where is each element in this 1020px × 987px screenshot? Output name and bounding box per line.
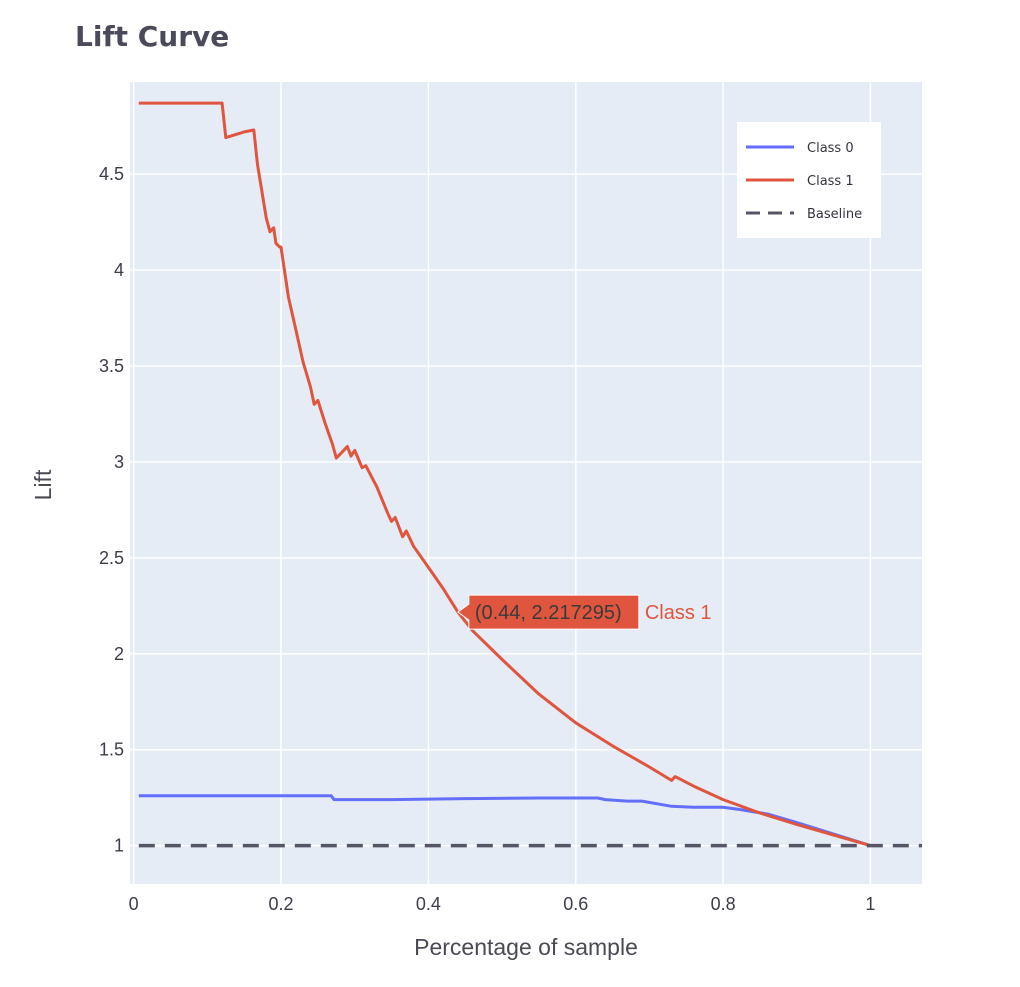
hover-box bbox=[457, 594, 640, 630]
series-layer bbox=[138, 101, 922, 848]
y-tick-label-5: 3.5 bbox=[99, 356, 124, 376]
hover-tooltip: (0.44, 2.217295) Class 1 bbox=[457, 594, 712, 630]
x-tick-label-3: 0.6 bbox=[563, 894, 588, 914]
y-tick-label-7: 4.5 bbox=[99, 164, 124, 184]
x-tick-label-1: 0.2 bbox=[269, 894, 294, 914]
y-tick-label-1: 1.5 bbox=[99, 740, 124, 760]
legend-item-baseline[interactable]: Baseline bbox=[746, 207, 862, 222]
x-axis-ticks: 0 0.2 0.4 0.6 0.8 1 bbox=[129, 894, 876, 914]
series-line-class-1 bbox=[138, 101, 871, 848]
x-tick-label-4: 0.8 bbox=[711, 894, 736, 914]
x-tick-label-0: 0 bbox=[129, 894, 139, 914]
y-axis-title: Lift bbox=[30, 469, 56, 500]
y-tick-label-4: 3 bbox=[114, 452, 124, 472]
legend[interactable]: Class 0 Class 1 Baseline bbox=[737, 122, 881, 238]
legend-label-class-0: Class 0 bbox=[807, 141, 854, 156]
y-tick-label-2: 2 bbox=[114, 644, 124, 664]
legend-item-class-1[interactable]: Class 1 bbox=[746, 174, 854, 189]
hover-series-name: Class 1 bbox=[645, 602, 712, 624]
hover-value: (0.44, 2.217295) bbox=[475, 602, 622, 624]
y-tick-label-6: 4 bbox=[114, 260, 124, 280]
x-tick-label-5: 1 bbox=[865, 894, 875, 914]
legend-item-class-0[interactable]: Class 0 bbox=[746, 141, 854, 156]
legend-label-baseline: Baseline bbox=[807, 207, 862, 222]
x-axis-title: Percentage of sample bbox=[414, 934, 638, 960]
y-axis-ticks: 1 1.5 2 2.5 3 3.5 4 4.5 bbox=[99, 164, 124, 856]
y-tick-label-3: 2.5 bbox=[99, 548, 124, 568]
y-tick-label-0: 1 bbox=[114, 836, 124, 856]
gridlines bbox=[130, 82, 922, 884]
chart-title: Lift Curve bbox=[75, 20, 229, 53]
legend-label-class-1: Class 1 bbox=[807, 174, 854, 189]
x-tick-label-2: 0.4 bbox=[416, 894, 441, 914]
